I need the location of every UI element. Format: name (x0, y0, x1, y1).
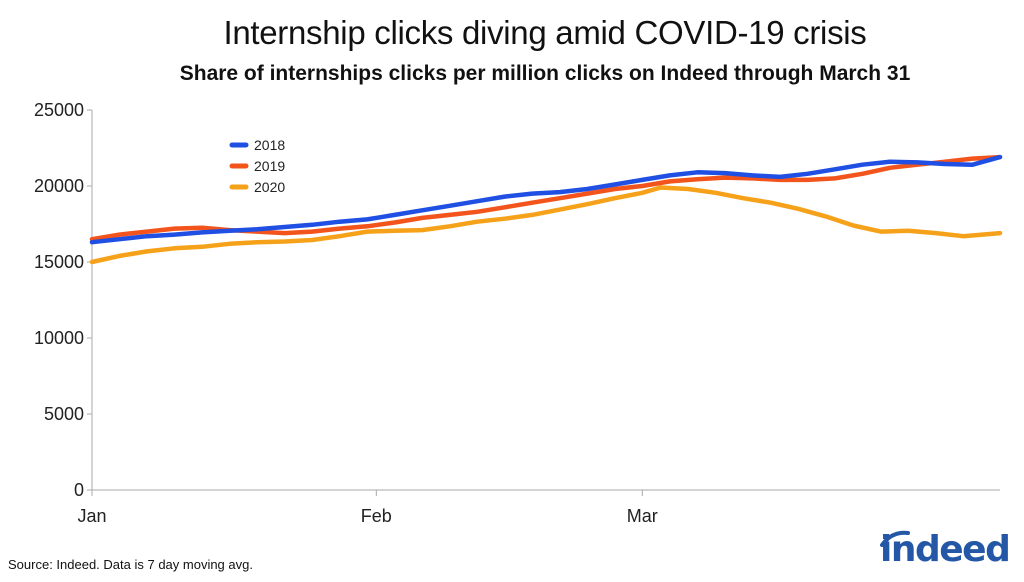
series-line-2020 (89, 185, 1003, 265)
indeed-logo: indeed (870, 527, 1011, 575)
chart-subtitle: Share of internships clicks per million … (179, 62, 911, 85)
y-tick-label: 0 (74, 480, 84, 500)
logo-wordmark: indeed (880, 529, 1011, 570)
x-tick-label: Jan (77, 506, 106, 526)
source-note: Source: Indeed. Data is 7 day moving avg… (8, 557, 253, 572)
y-tick-label: 15000 (34, 252, 84, 272)
x-tick-label: Feb (361, 506, 392, 526)
series-line-2018 (89, 154, 1003, 245)
logo-arc-icon (880, 530, 910, 547)
y-tick-label: 20000 (34, 176, 84, 196)
y-tick-label: 10000 (34, 328, 84, 348)
x-tick-label: Mar (627, 506, 658, 526)
y-tick-label: 25000 (34, 100, 84, 120)
chart-title: Internship clicks diving amid COVID-19 c… (223, 14, 867, 51)
y-tick-label: 5000 (44, 404, 84, 424)
legend-label-2019: 2019 (254, 158, 285, 174)
legend-label-2018: 2018 (254, 137, 285, 153)
legend-label-2020: 2020 (254, 179, 285, 195)
